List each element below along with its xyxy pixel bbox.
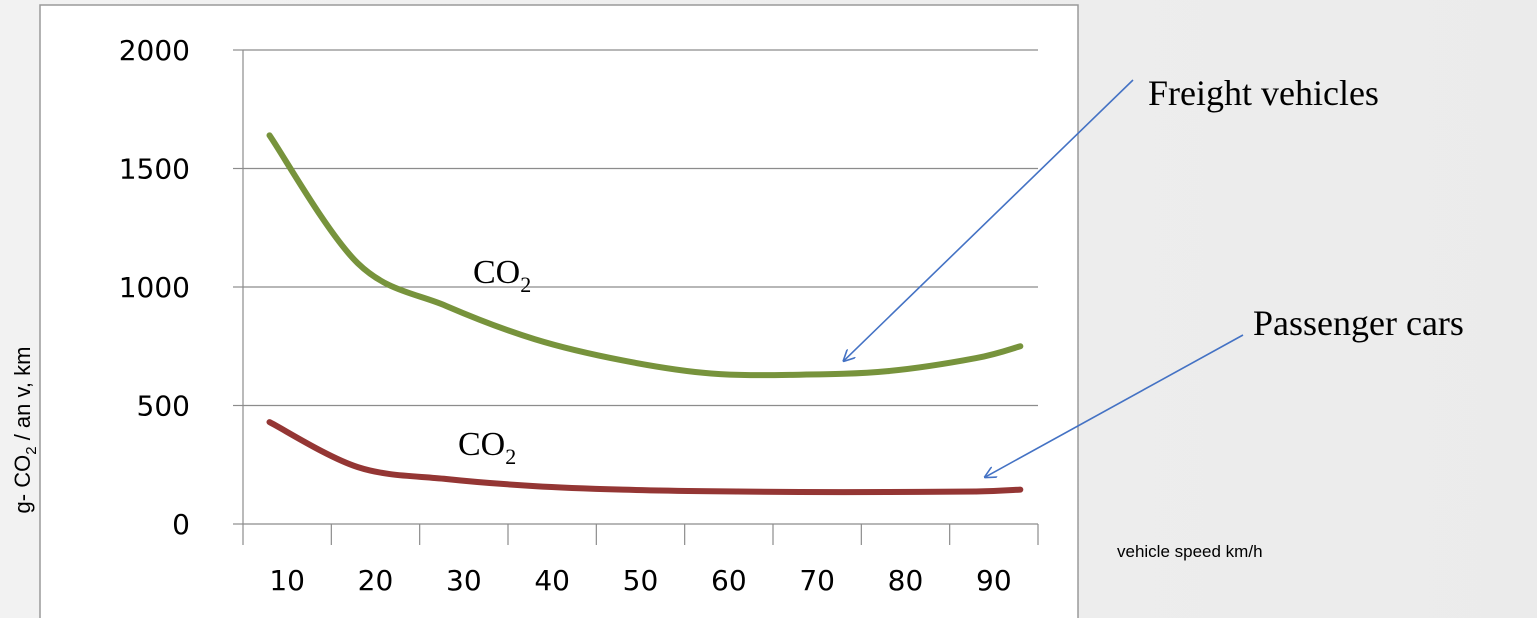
chart-panel — [39, 4, 1079, 618]
series-lines — [266, 132, 1024, 496]
annotation-label: Passenger cars — [1253, 303, 1464, 343]
y-tick-label: 1000 — [119, 271, 190, 304]
series-label-co2: CO2 — [473, 254, 531, 297]
x-tick-label: 40 — [534, 564, 570, 597]
annotations: Freight vehicles Passenger cars — [844, 73, 1464, 477]
y-tick-label: 500 — [137, 390, 190, 423]
annotation-arrow — [985, 334, 1244, 477]
series-label-co2: CO2 — [458, 426, 516, 469]
x-tick-label: 10 — [269, 564, 305, 597]
x-tick-label: 30 — [446, 564, 482, 597]
x-tick-label: 60 — [711, 564, 747, 597]
y-tick-label: 0 — [172, 508, 190, 541]
x-tick-label: 20 — [358, 564, 394, 597]
y-tick-label: 1500 — [119, 153, 190, 186]
gridlines — [233, 49, 1038, 525]
x-tick-label: 90 — [976, 564, 1012, 597]
annotation-arrow — [844, 79, 1134, 361]
series-line-passenger-cars — [266, 419, 1024, 496]
x-tick-labels: 10 20 30 40 50 60 70 80 90 — [269, 564, 1011, 597]
y-tick-label: 2000 — [119, 34, 190, 67]
x-tick-label: 70 — [799, 564, 835, 597]
x-tick-label: 50 — [623, 564, 659, 597]
y-axis-title: g- CO2 / an v, km — [10, 347, 40, 514]
series-line-freight-vehicles — [266, 132, 1024, 379]
series-labels: CO2 CO2 — [458, 254, 531, 469]
axes — [242, 50, 1039, 545]
x-axis-title: vehicle speed km/h — [1117, 542, 1263, 561]
annotation-label: Freight vehicles — [1148, 73, 1379, 113]
x-tick-label: 80 — [888, 564, 924, 597]
y-tick-labels: 0 500 1000 1500 2000 — [119, 34, 190, 541]
